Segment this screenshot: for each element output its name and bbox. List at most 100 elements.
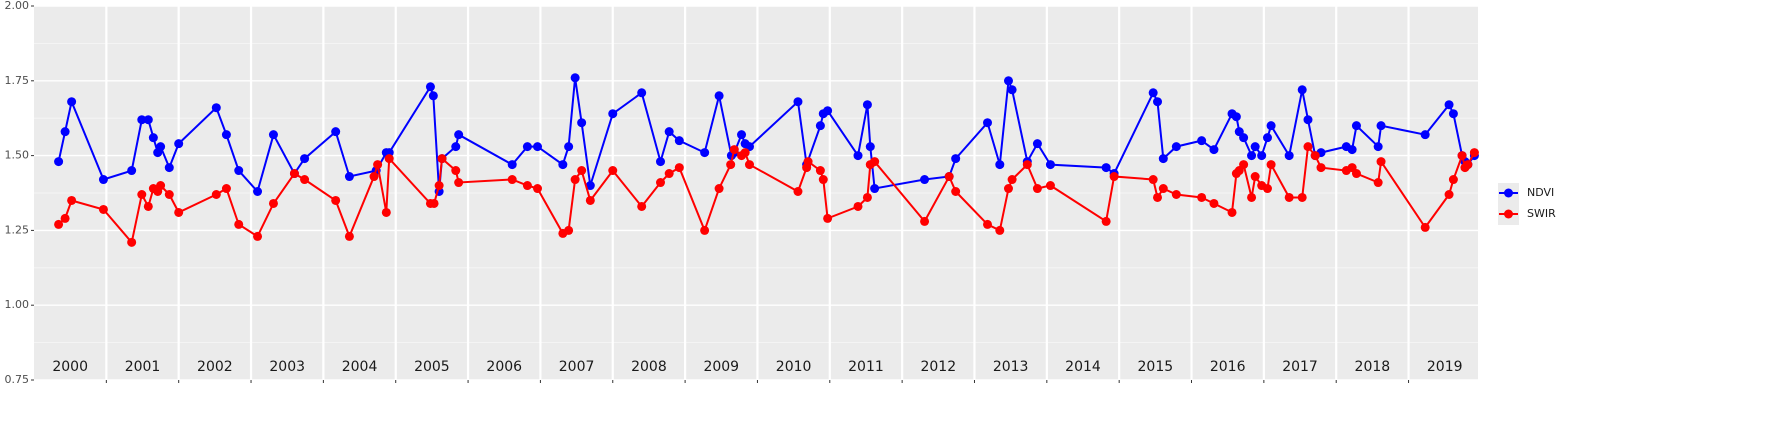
legend-point bbox=[1504, 209, 1513, 219]
point bbox=[1171, 189, 1181, 199]
point bbox=[570, 175, 580, 185]
point bbox=[637, 88, 647, 98]
point bbox=[1351, 169, 1361, 179]
point bbox=[1310, 151, 1320, 161]
point bbox=[454, 130, 464, 140]
point bbox=[1007, 85, 1017, 95]
point bbox=[823, 106, 833, 116]
point bbox=[1247, 192, 1257, 202]
point bbox=[1347, 145, 1357, 155]
point bbox=[729, 145, 739, 155]
point bbox=[164, 163, 174, 173]
point bbox=[1303, 115, 1313, 125]
point bbox=[585, 195, 595, 205]
point bbox=[1045, 181, 1055, 191]
point bbox=[54, 219, 64, 229]
point bbox=[740, 148, 750, 158]
y-tick-label: 1.50 bbox=[5, 149, 30, 162]
point bbox=[564, 142, 574, 152]
point bbox=[853, 151, 863, 161]
point bbox=[174, 207, 184, 217]
legend-point bbox=[1504, 188, 1513, 198]
point bbox=[60, 127, 70, 137]
point bbox=[1158, 184, 1168, 194]
point bbox=[289, 169, 299, 179]
point bbox=[1209, 145, 1219, 155]
year-label: 2008 bbox=[631, 359, 667, 375]
year-label: 2002 bbox=[197, 359, 233, 375]
year-label: 2017 bbox=[1282, 359, 1318, 375]
point bbox=[995, 160, 1005, 170]
point bbox=[148, 133, 158, 143]
point bbox=[54, 157, 64, 167]
legend-label: SWIR bbox=[1527, 207, 1556, 220]
point bbox=[1227, 207, 1237, 217]
point bbox=[1197, 136, 1207, 146]
point bbox=[331, 195, 341, 205]
point bbox=[1262, 133, 1272, 143]
point bbox=[234, 166, 244, 176]
point bbox=[944, 172, 954, 182]
point bbox=[1444, 189, 1454, 199]
point bbox=[920, 175, 930, 185]
point bbox=[211, 189, 221, 199]
point bbox=[1239, 160, 1249, 170]
point bbox=[1351, 121, 1361, 131]
year-label: 2019 bbox=[1427, 359, 1463, 375]
point bbox=[1250, 142, 1260, 152]
year-label: 2014 bbox=[1065, 359, 1101, 375]
point bbox=[1247, 151, 1257, 161]
point bbox=[818, 175, 828, 185]
point bbox=[1022, 160, 1032, 170]
point bbox=[656, 178, 666, 188]
point bbox=[1257, 151, 1267, 161]
point bbox=[369, 172, 379, 182]
year-label: 2016 bbox=[1210, 359, 1246, 375]
year-label: 2013 bbox=[993, 359, 1029, 375]
point bbox=[1239, 133, 1249, 143]
point bbox=[1376, 157, 1386, 167]
point bbox=[1148, 88, 1158, 98]
point bbox=[920, 216, 930, 226]
point bbox=[1250, 172, 1260, 182]
point bbox=[143, 201, 153, 211]
point bbox=[1303, 142, 1313, 152]
point bbox=[127, 166, 137, 176]
year-label: 2012 bbox=[920, 359, 956, 375]
point bbox=[174, 139, 184, 149]
point bbox=[1003, 76, 1013, 86]
point bbox=[164, 189, 174, 199]
point bbox=[344, 172, 354, 182]
point bbox=[507, 175, 517, 185]
point bbox=[454, 178, 464, 188]
point bbox=[853, 201, 863, 211]
point bbox=[268, 130, 278, 140]
point bbox=[1373, 178, 1383, 188]
point bbox=[608, 109, 618, 119]
point bbox=[533, 142, 543, 152]
y-tick-label: 1.25 bbox=[5, 223, 30, 236]
point bbox=[1101, 216, 1111, 226]
point bbox=[1007, 175, 1017, 185]
point bbox=[1158, 154, 1168, 164]
point bbox=[428, 91, 438, 101]
point bbox=[253, 231, 263, 241]
year-label: 2010 bbox=[776, 359, 812, 375]
point bbox=[793, 187, 803, 197]
point bbox=[98, 204, 108, 214]
point bbox=[1284, 192, 1294, 202]
point bbox=[234, 219, 244, 229]
point bbox=[1266, 160, 1276, 170]
point bbox=[60, 213, 70, 223]
point bbox=[1032, 139, 1042, 149]
point bbox=[1171, 142, 1181, 152]
point bbox=[870, 157, 880, 167]
y-tick-label: 0.75 bbox=[5, 373, 30, 386]
point bbox=[143, 115, 153, 125]
point bbox=[564, 225, 574, 235]
point bbox=[1109, 172, 1119, 182]
point bbox=[1444, 100, 1454, 110]
year-label: 2018 bbox=[1355, 359, 1391, 375]
